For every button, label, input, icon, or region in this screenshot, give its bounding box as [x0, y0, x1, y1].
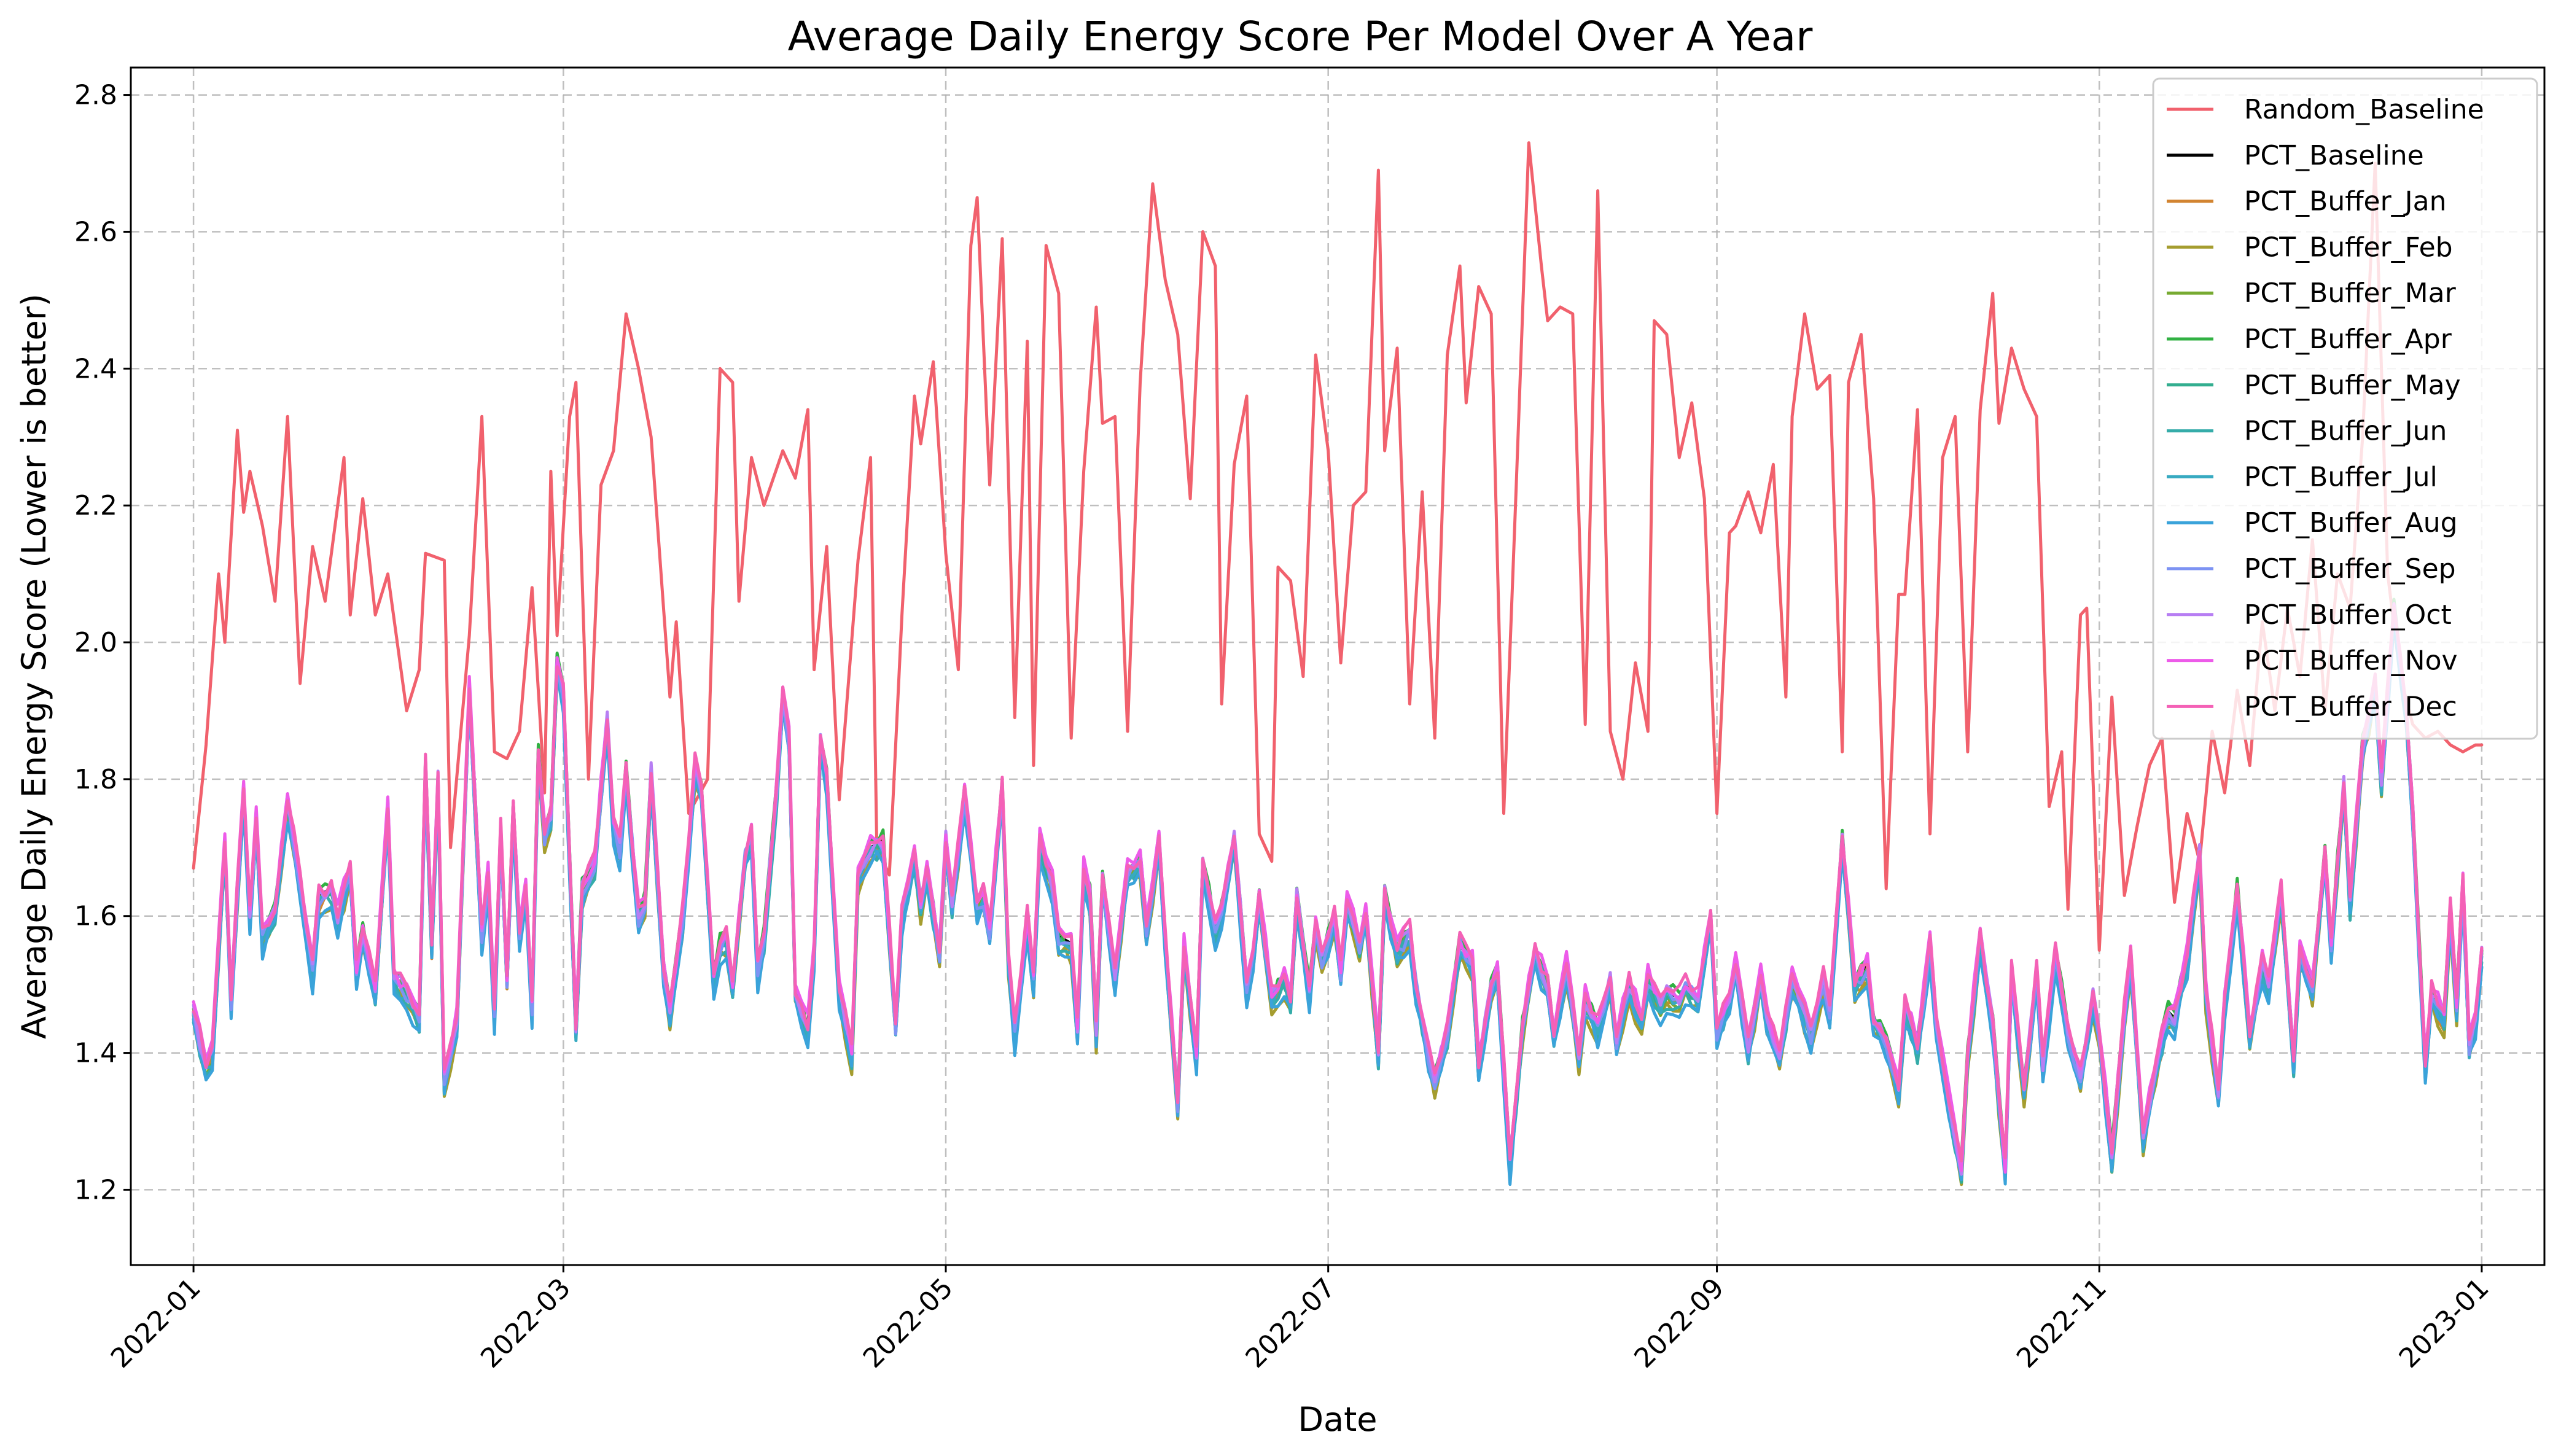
legend-label: PCT_Buffer_Mar: [2244, 278, 2457, 309]
y-tick-label: 1.2: [74, 1174, 117, 1205]
legend-item-pct-buffer-feb[interactable]: PCT_Buffer_Feb: [2167, 232, 2453, 263]
legend-label: PCT_Buffer_Feb: [2244, 232, 2453, 263]
legend-label: PCT_Buffer_Nov: [2244, 645, 2458, 677]
legend-item-pct-buffer-jul[interactable]: PCT_Buffer_Jul: [2167, 461, 2438, 492]
chart-title: Average Daily Energy Score Per Model Ove…: [788, 13, 1814, 60]
legend-label: PCT_Baseline: [2244, 140, 2424, 171]
y-tick-label: 2.4: [74, 353, 117, 384]
legend-label: PCT_Buffer_Aug: [2244, 507, 2458, 539]
y-tick-label: 2.0: [74, 627, 117, 658]
legend-label: PCT_Buffer_May: [2244, 370, 2461, 401]
legend-item-random-baseline[interactable]: Random_Baseline: [2167, 94, 2484, 125]
y-axis-label: Average Daily Energy Score (Lower is bet…: [15, 294, 53, 1039]
legend-label: PCT_Buffer_Jun: [2244, 416, 2447, 447]
legend-item-pct-baseline[interactable]: PCT_Baseline: [2167, 140, 2424, 171]
y-tick-label: 1.4: [74, 1038, 117, 1069]
y-axis: 1.2 1.4 1.6 1.8 2.0 2.2 2.4 2.6 2.8: [74, 80, 131, 1205]
legend-item-pct-buffer-sep[interactable]: PCT_Buffer_Sep: [2167, 553, 2456, 585]
legend-item-pct-buffer-dec[interactable]: PCT_Buffer_Dec: [2167, 691, 2457, 722]
legend-label: PCT_Buffer_Oct: [2244, 599, 2452, 631]
legend-label: Random_Baseline: [2244, 94, 2484, 125]
y-tick-label: 1.6: [74, 901, 117, 932]
series-layer: [192, 141, 2484, 1186]
legend-item-pct-buffer-apr[interactable]: PCT_Buffer_Apr: [2167, 324, 2452, 355]
legend[interactable]: Random_Baseline PCT_Baseline PCT_Buffer_Ja…: [2152, 77, 2538, 740]
legend-item-pct-buffer-aug[interactable]: PCT_Buffer_Aug: [2167, 507, 2458, 539]
legend-label: PCT_Buffer_Jul: [2244, 461, 2438, 492]
y-tick-label: 2.2: [74, 490, 117, 521]
grid: [131, 68, 2544, 1265]
legend-item-pct-buffer-oct[interactable]: PCT_Buffer_Oct: [2167, 599, 2452, 631]
legend-label: PCT_Buffer_Apr: [2244, 324, 2452, 355]
x-axis-label: Date: [1298, 1400, 1377, 1439]
legend-label: PCT_Buffer_Jan: [2244, 186, 2447, 217]
legend-item-pct-buffer-may[interactable]: PCT_Buffer_May: [2167, 370, 2461, 401]
legend-box: [2152, 77, 2538, 740]
legend-label: PCT_Buffer_Sep: [2244, 553, 2456, 585]
y-tick-label: 2.6: [74, 216, 117, 247]
series-line-pct-buffer-dec: [192, 605, 2484, 1162]
legend-item-pct-buffer-jun[interactable]: PCT_Buffer_Jun: [2167, 416, 2447, 447]
legend-item-pct-buffer-mar[interactable]: PCT_Buffer_Mar: [2167, 278, 2457, 309]
y-tick-label: 1.8: [74, 764, 117, 795]
y-tick-label: 2.8: [74, 80, 117, 111]
series-line-random-baseline: [192, 141, 2484, 952]
legend-item-pct-buffer-jan[interactable]: PCT_Buffer_Jan: [2167, 186, 2447, 217]
plot-frame: [130, 66, 2546, 1266]
legend-item-pct-buffer-nov[interactable]: PCT_Buffer_Nov: [2167, 645, 2458, 677]
legend-label: PCT_Buffer_Dec: [2244, 691, 2457, 722]
